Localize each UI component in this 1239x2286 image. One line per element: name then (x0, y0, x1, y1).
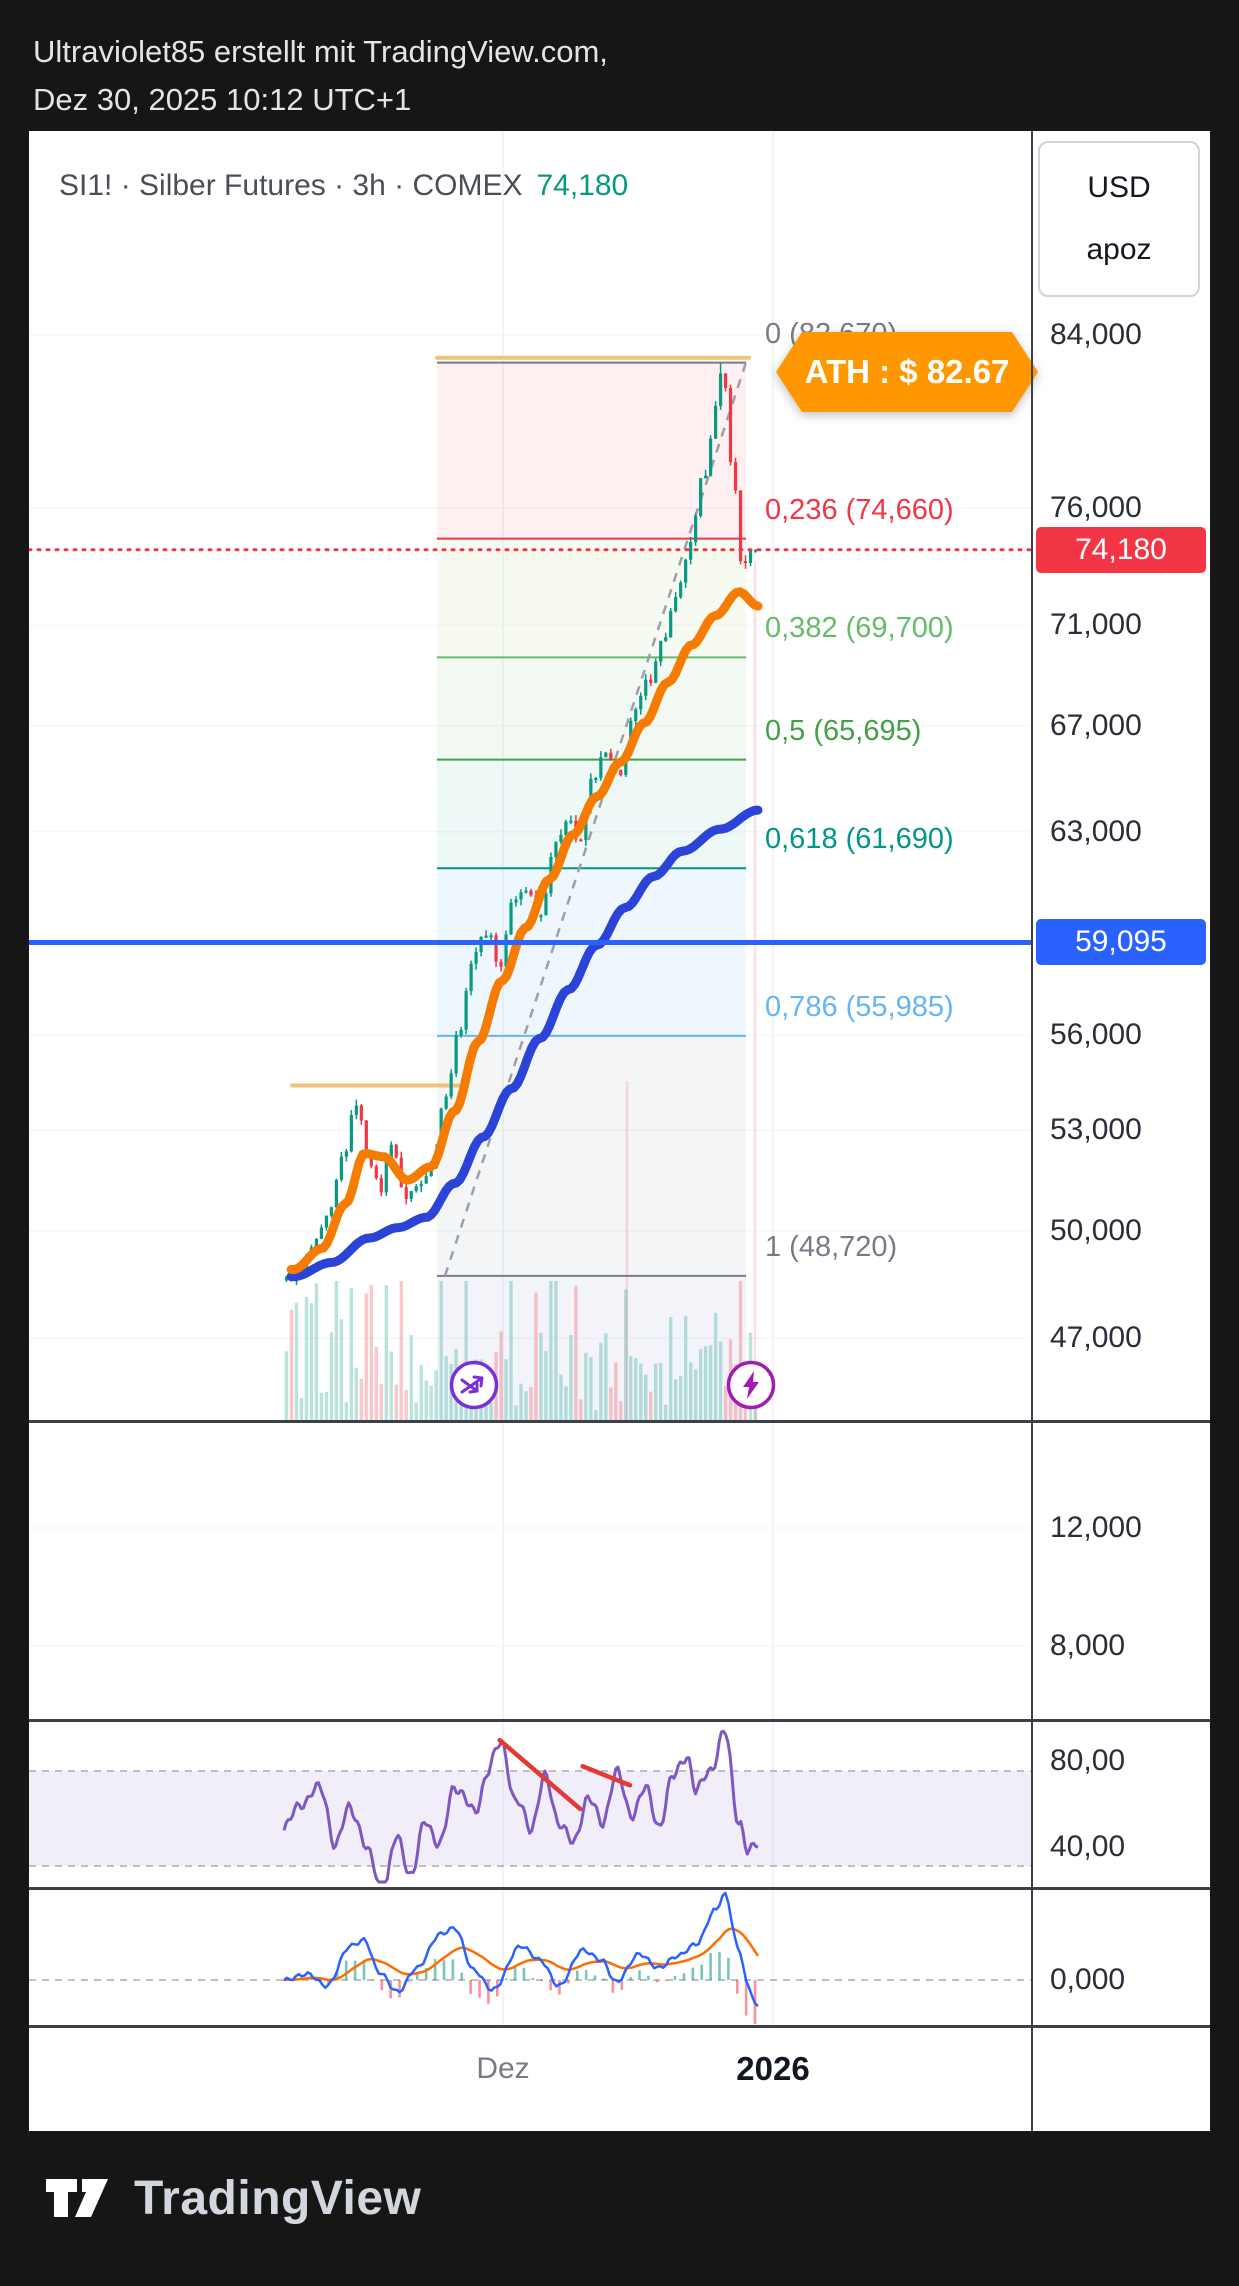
tradingview-logo-mark (46, 2179, 108, 2217)
footer-bar: TradingView (0, 2131, 1239, 2286)
ath-left-arrow-icon (776, 332, 802, 412)
price-tick: 50,000 (1050, 1214, 1142, 1248)
time-axis-label-2026: 2026 (736, 2050, 810, 2087)
currency-unit-box[interactable]: USD apoz (1038, 141, 1200, 297)
tradingview-logo: TradingView (44, 2169, 421, 2227)
price-scale-separator[interactable] (1031, 131, 1033, 2131)
ath-label-text: ATH : $ 82.67 (802, 332, 1012, 412)
price-tick: 71,000 (1050, 608, 1142, 642)
price-tick: 53,000 (1050, 1113, 1142, 1147)
crossing-arrows-icon[interactable] (447, 1358, 501, 1412)
lightning-bolt-icon[interactable] (724, 1358, 778, 1412)
level-price-badge[interactable]: 59,095 (1036, 919, 1206, 966)
price-tick: 56,000 (1050, 1018, 1142, 1052)
price-tick: 0,000 (1050, 1963, 1126, 1996)
price-tick: 84,000 (1050, 318, 1142, 351)
price-tick: 8,000 (1050, 1629, 1126, 1662)
attribution-line-2: Dez 30, 2025 10:12 UTC+1 (33, 82, 412, 117)
price-tick: 80,00 (1050, 1744, 1126, 1777)
legend-last-price: 74,180 (536, 169, 629, 202)
price-tick: 76,000 (1050, 490, 1142, 524)
pane-separator-3[interactable] (29, 1887, 1210, 1890)
ath-right-arrow-icon (1012, 332, 1038, 412)
last-price-badge[interactable]: 74,180 (1036, 526, 1206, 573)
price-tick: 47,000 (1050, 1321, 1142, 1354)
pane-separator-2[interactable] (29, 1719, 1210, 1722)
pane-separator-1[interactable] (29, 1420, 1210, 1423)
time-axis-separator[interactable] (29, 2025, 1210, 2028)
chart-canvas[interactable] (29, 131, 1032, 2131)
time-axis-label-dez: Dez (476, 2052, 530, 2085)
chart-panel[interactable]: SI1! · Silber Futures · 3h · COMEX 74,180… (29, 131, 1210, 2131)
symbol-legend[interactable]: SI1! · Silber Futures · 3h · COMEX 74,180 (59, 169, 628, 203)
attribution-header: Ultraviolet85 erstellt mit TradingView.c… (33, 28, 608, 124)
price-tick: 63,000 (1050, 814, 1142, 848)
attribution-line-1: Ultraviolet85 erstellt mit TradingView.c… (33, 34, 608, 69)
ath-price-label[interactable]: ATH : $ 82.67 (776, 332, 1038, 412)
price-tick: 40,00 (1050, 1830, 1126, 1863)
unit-label: apoz (1086, 233, 1152, 266)
symbol-title[interactable]: SI1! · Silber Futures · 3h · COMEX (59, 169, 523, 202)
price-tick: 67,000 (1050, 708, 1142, 742)
currency-label: USD (1087, 171, 1151, 204)
price-tick: 12,000 (1050, 1511, 1142, 1544)
price-scale[interactable]: USD apoz 84,000 76,000 71,000 67,000 63,000 5… (1032, 131, 1210, 2131)
tradingview-brand-text: TradingView (134, 2171, 422, 2225)
